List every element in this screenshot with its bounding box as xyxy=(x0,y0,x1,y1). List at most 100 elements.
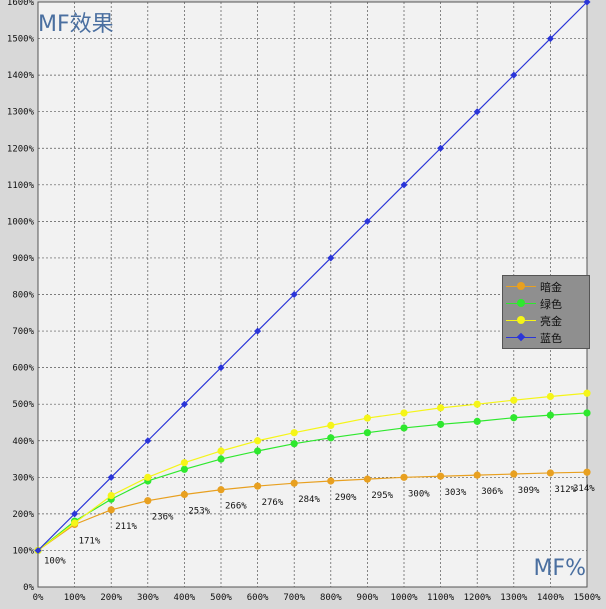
y-tick-label: 900% xyxy=(12,254,34,264)
data-label: 312% xyxy=(554,485,576,495)
data-point-蓝色 xyxy=(583,0,591,6)
legend-label: 亮金 xyxy=(540,314,562,328)
legend-label: 绿色 xyxy=(540,297,562,311)
y-tick-label: 1400% xyxy=(7,71,35,81)
data-point-蓝色 xyxy=(71,510,79,518)
data-point-暗金 xyxy=(510,470,518,478)
y-tick-label: 500% xyxy=(12,400,34,410)
data-point-蓝色 xyxy=(437,144,445,152)
data-label: 211% xyxy=(115,522,137,532)
x-tick-label: 1000% xyxy=(390,593,418,603)
data-point-亮金 xyxy=(254,437,262,445)
x-tick-label: 700% xyxy=(283,593,305,603)
legend-swatch xyxy=(506,332,536,342)
data-point-亮金 xyxy=(217,447,225,455)
data-point-暗金 xyxy=(363,475,371,483)
x-axis-title: MF% xyxy=(533,556,586,581)
data-point-亮金 xyxy=(437,404,445,412)
data-point-暗金 xyxy=(217,486,225,494)
data-label: 284% xyxy=(298,495,320,505)
data-point-绿色 xyxy=(180,465,188,473)
y-tick-label: 100% xyxy=(12,546,34,556)
data-point-亮金 xyxy=(144,473,152,481)
y-tick-label: 700% xyxy=(12,327,34,337)
series-line-蓝色 xyxy=(37,1,588,551)
y-tick-label: 1300% xyxy=(7,108,35,118)
y-tick-label: 1600% xyxy=(7,0,35,8)
data-point-暗金 xyxy=(107,506,115,514)
data-label: 236% xyxy=(152,513,174,523)
data-label: 309% xyxy=(518,486,540,496)
x-tick-label: 800% xyxy=(320,593,342,603)
x-tick-label: 0% xyxy=(33,593,44,603)
data-point-蓝色 xyxy=(327,254,335,262)
data-point-暗金 xyxy=(400,473,408,481)
data-point-亮金 xyxy=(71,519,79,527)
x-tick-label: 1100% xyxy=(427,593,455,603)
x-tick-label: 900% xyxy=(357,593,379,603)
data-point-亮金 xyxy=(107,491,115,500)
data-point-绿色 xyxy=(254,447,262,455)
data-label: 276% xyxy=(262,498,284,508)
data-label: 266% xyxy=(225,502,247,512)
data-label: 295% xyxy=(371,491,393,501)
legend-label: 暗金 xyxy=(540,280,562,294)
data-label: 300% xyxy=(408,489,430,499)
data-point-绿色 xyxy=(290,440,298,448)
data-point-暗金 xyxy=(327,477,335,485)
y-tick-label: 1200% xyxy=(7,144,35,154)
data-label: 253% xyxy=(188,506,210,516)
series-line-暗金 xyxy=(37,471,588,551)
data-point-蓝色 xyxy=(400,181,408,189)
data-point-绿色 xyxy=(546,411,555,419)
x-tick-label: 1300% xyxy=(500,593,528,603)
x-tick-label: 200% xyxy=(100,593,122,603)
chart-title: MF效果 xyxy=(38,12,114,37)
data-label: 171% xyxy=(79,536,101,546)
data-point-蓝色 xyxy=(144,437,152,445)
data-point-暗金 xyxy=(546,469,555,477)
chart-legend: 暗金 绿色 亮金 蓝色 xyxy=(502,275,590,349)
data-point-蓝色 xyxy=(217,364,225,372)
series-line-亮金 xyxy=(37,392,588,551)
data-point-绿色 xyxy=(437,420,445,428)
series-line-绿色 xyxy=(37,412,588,551)
data-point-亮金 xyxy=(400,409,408,417)
data-point-暗金 xyxy=(583,468,591,476)
data-point-亮金 xyxy=(510,396,518,404)
data-point-暗金 xyxy=(144,497,152,505)
data-point-亮金 xyxy=(473,400,481,408)
data-point-蓝色 xyxy=(34,546,42,554)
legend-swatch xyxy=(506,299,536,308)
x-tick-label: 1200% xyxy=(464,593,492,603)
data-point-绿色 xyxy=(510,414,518,422)
x-tick-label: 400% xyxy=(174,593,196,603)
y-tick-label: 0% xyxy=(23,583,34,593)
legend-item: 暗金 xyxy=(506,278,586,295)
data-point-暗金 xyxy=(473,471,481,479)
legend-item: 亮金 xyxy=(506,312,586,329)
y-tick-label: 1100% xyxy=(7,181,35,191)
data-point-蓝色 xyxy=(473,108,481,116)
data-point-蓝色 xyxy=(290,291,298,298)
data-point-暗金 xyxy=(290,479,298,487)
x-tick-label: 500% xyxy=(210,593,232,603)
data-point-蓝色 xyxy=(107,473,115,481)
y-tick-label: 800% xyxy=(12,291,34,301)
x-tick-label: 1400% xyxy=(537,593,565,603)
data-point-亮金 xyxy=(583,389,591,397)
data-point-亮金 xyxy=(363,414,371,422)
data-point-暗金 xyxy=(254,482,262,490)
x-tick-label: 100% xyxy=(64,593,86,603)
data-point-暗金 xyxy=(180,490,188,499)
data-point-绿色 xyxy=(583,409,591,417)
data-point-绿色 xyxy=(473,417,481,425)
data-point-蓝色 xyxy=(363,217,371,225)
legend-swatch xyxy=(506,282,536,291)
data-point-绿色 xyxy=(327,434,335,442)
data-point-绿色 xyxy=(400,424,408,432)
y-tick-label: 600% xyxy=(12,364,34,374)
data-point-亮金 xyxy=(180,459,188,467)
data-label: 100% xyxy=(44,556,66,566)
